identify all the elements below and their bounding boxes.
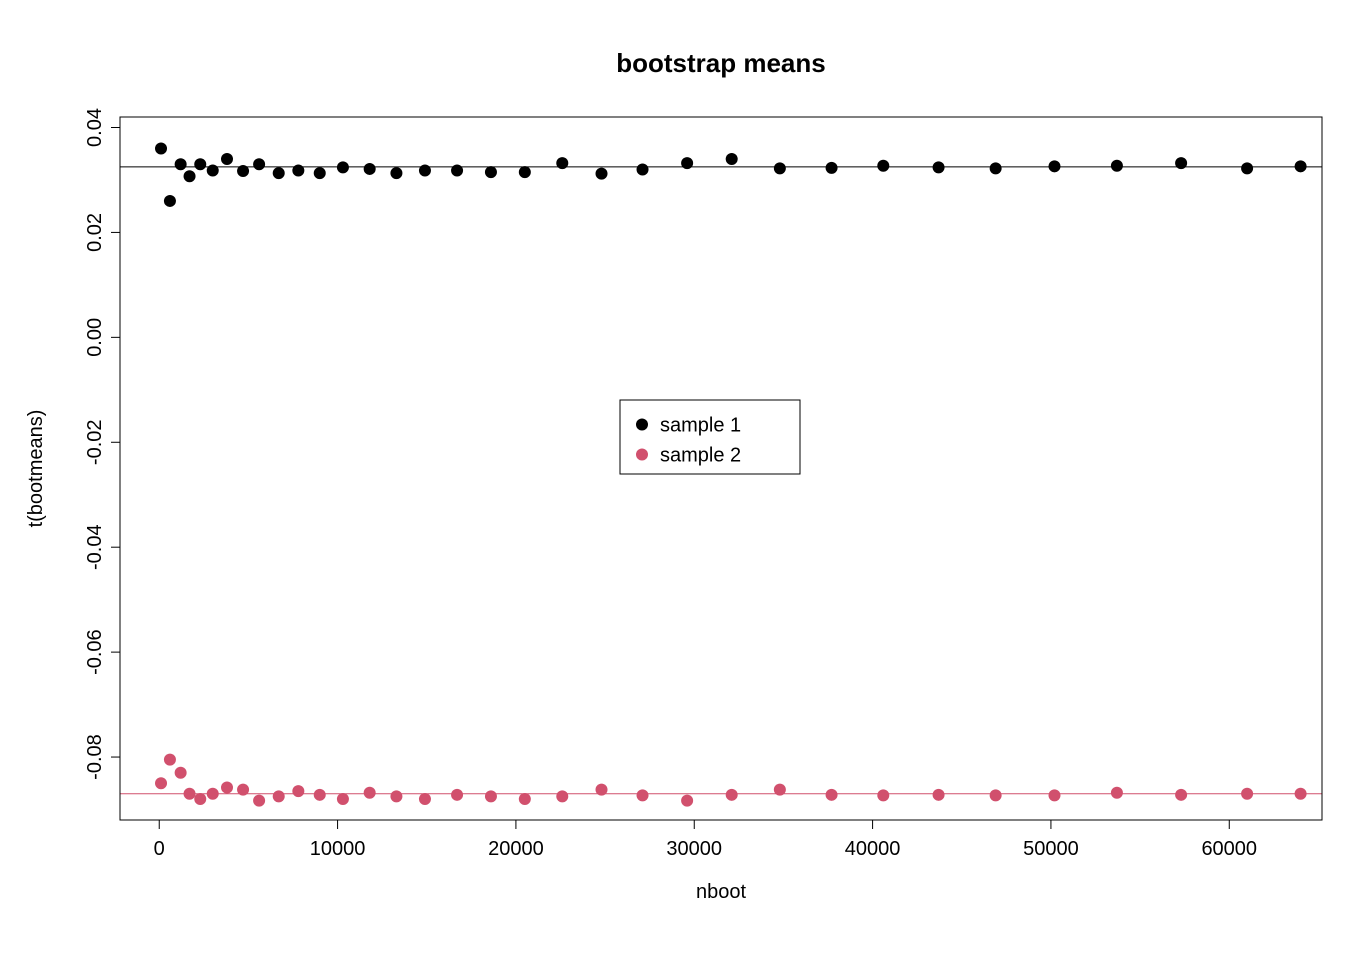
data-point <box>774 162 786 174</box>
data-point <box>253 158 265 170</box>
data-point <box>826 789 838 801</box>
data-point <box>1241 788 1253 800</box>
data-point <box>273 167 285 179</box>
data-point <box>207 788 219 800</box>
legend-marker <box>636 419 648 431</box>
data-point <box>221 153 233 165</box>
data-point <box>164 195 176 207</box>
data-point <box>451 165 463 177</box>
y-tick-label: 0.04 <box>84 108 106 147</box>
data-point <box>877 789 889 801</box>
data-point <box>933 161 945 173</box>
y-tick-label: -0.02 <box>84 419 106 465</box>
data-point <box>596 168 608 180</box>
data-point <box>681 157 693 169</box>
data-point <box>1111 787 1123 799</box>
x-tick-label: 20000 <box>488 838 544 860</box>
data-point <box>1175 789 1187 801</box>
data-point <box>337 793 349 805</box>
data-point <box>155 777 167 789</box>
data-point <box>164 754 176 766</box>
y-tick-label: -0.04 <box>84 524 106 570</box>
data-point <box>877 160 889 172</box>
data-point <box>726 153 738 165</box>
data-point <box>292 785 304 797</box>
legend: sample 1 sample 2 <box>620 400 800 474</box>
y-tick-label: 0.02 <box>84 213 106 252</box>
data-point <box>292 165 304 177</box>
x-tick-label: 30000 <box>666 838 722 860</box>
legend-label: sample 2 <box>660 445 741 467</box>
data-point <box>990 162 1002 174</box>
chart-title: bootstrap means <box>616 48 826 78</box>
data-point <box>194 158 206 170</box>
data-point <box>556 790 568 802</box>
x-tick-label: 10000 <box>310 838 366 860</box>
y-tick-label: -0.08 <box>84 734 106 780</box>
legend-label: sample 1 <box>660 415 741 437</box>
series-0 <box>155 142 1307 206</box>
bootstrap-means-chart: bootstrap means 0 10000 20000 30000 40000 5000… <box>0 0 1349 960</box>
data-point <box>990 789 1002 801</box>
data-point <box>364 787 376 799</box>
y-tick-label: 0.00 <box>84 318 106 357</box>
data-point <box>485 166 497 178</box>
data-point <box>681 795 693 807</box>
data-point <box>175 767 187 779</box>
data-point <box>155 142 167 154</box>
data-point <box>207 165 219 177</box>
data-point <box>774 784 786 796</box>
data-point <box>237 784 249 796</box>
data-point <box>1048 789 1060 801</box>
data-point <box>1048 160 1060 172</box>
data-point <box>273 790 285 802</box>
data-point <box>390 790 402 802</box>
data-point <box>1175 157 1187 169</box>
y-tick-label: -0.06 <box>84 629 106 675</box>
data-point <box>556 157 568 169</box>
data-point <box>637 163 649 175</box>
data-point <box>221 781 233 793</box>
data-point <box>933 789 945 801</box>
data-point <box>175 158 187 170</box>
data-point <box>314 789 326 801</box>
x-axis-label: nboot <box>696 881 746 903</box>
data-point <box>1241 162 1253 174</box>
data-point <box>253 795 265 807</box>
data-point <box>519 793 531 805</box>
data-point <box>485 790 497 802</box>
data-point <box>826 162 838 174</box>
data-point <box>237 165 249 177</box>
legend-marker <box>636 449 648 461</box>
data-point <box>364 163 376 175</box>
data-point <box>419 793 431 805</box>
data-point <box>451 789 463 801</box>
data-point <box>184 788 196 800</box>
data-point <box>184 170 196 182</box>
data-point <box>1111 160 1123 172</box>
data-point <box>1295 160 1307 172</box>
x-tick-label: 0 <box>154 838 165 860</box>
x-tick-label: 50000 <box>1023 838 1079 860</box>
data-point <box>1295 788 1307 800</box>
data-point <box>390 167 402 179</box>
x-tick-label: 60000 <box>1201 838 1257 860</box>
series-1 <box>155 754 1307 807</box>
data-point <box>637 789 649 801</box>
data-point <box>314 167 326 179</box>
y-axis-label: t(bootmeans) <box>25 410 47 528</box>
data-point <box>726 789 738 801</box>
data-point <box>419 165 431 177</box>
data-point <box>337 161 349 173</box>
data-point <box>596 784 608 796</box>
data-point <box>519 166 531 178</box>
x-tick-label: 40000 <box>845 838 901 860</box>
data-point <box>194 793 206 805</box>
